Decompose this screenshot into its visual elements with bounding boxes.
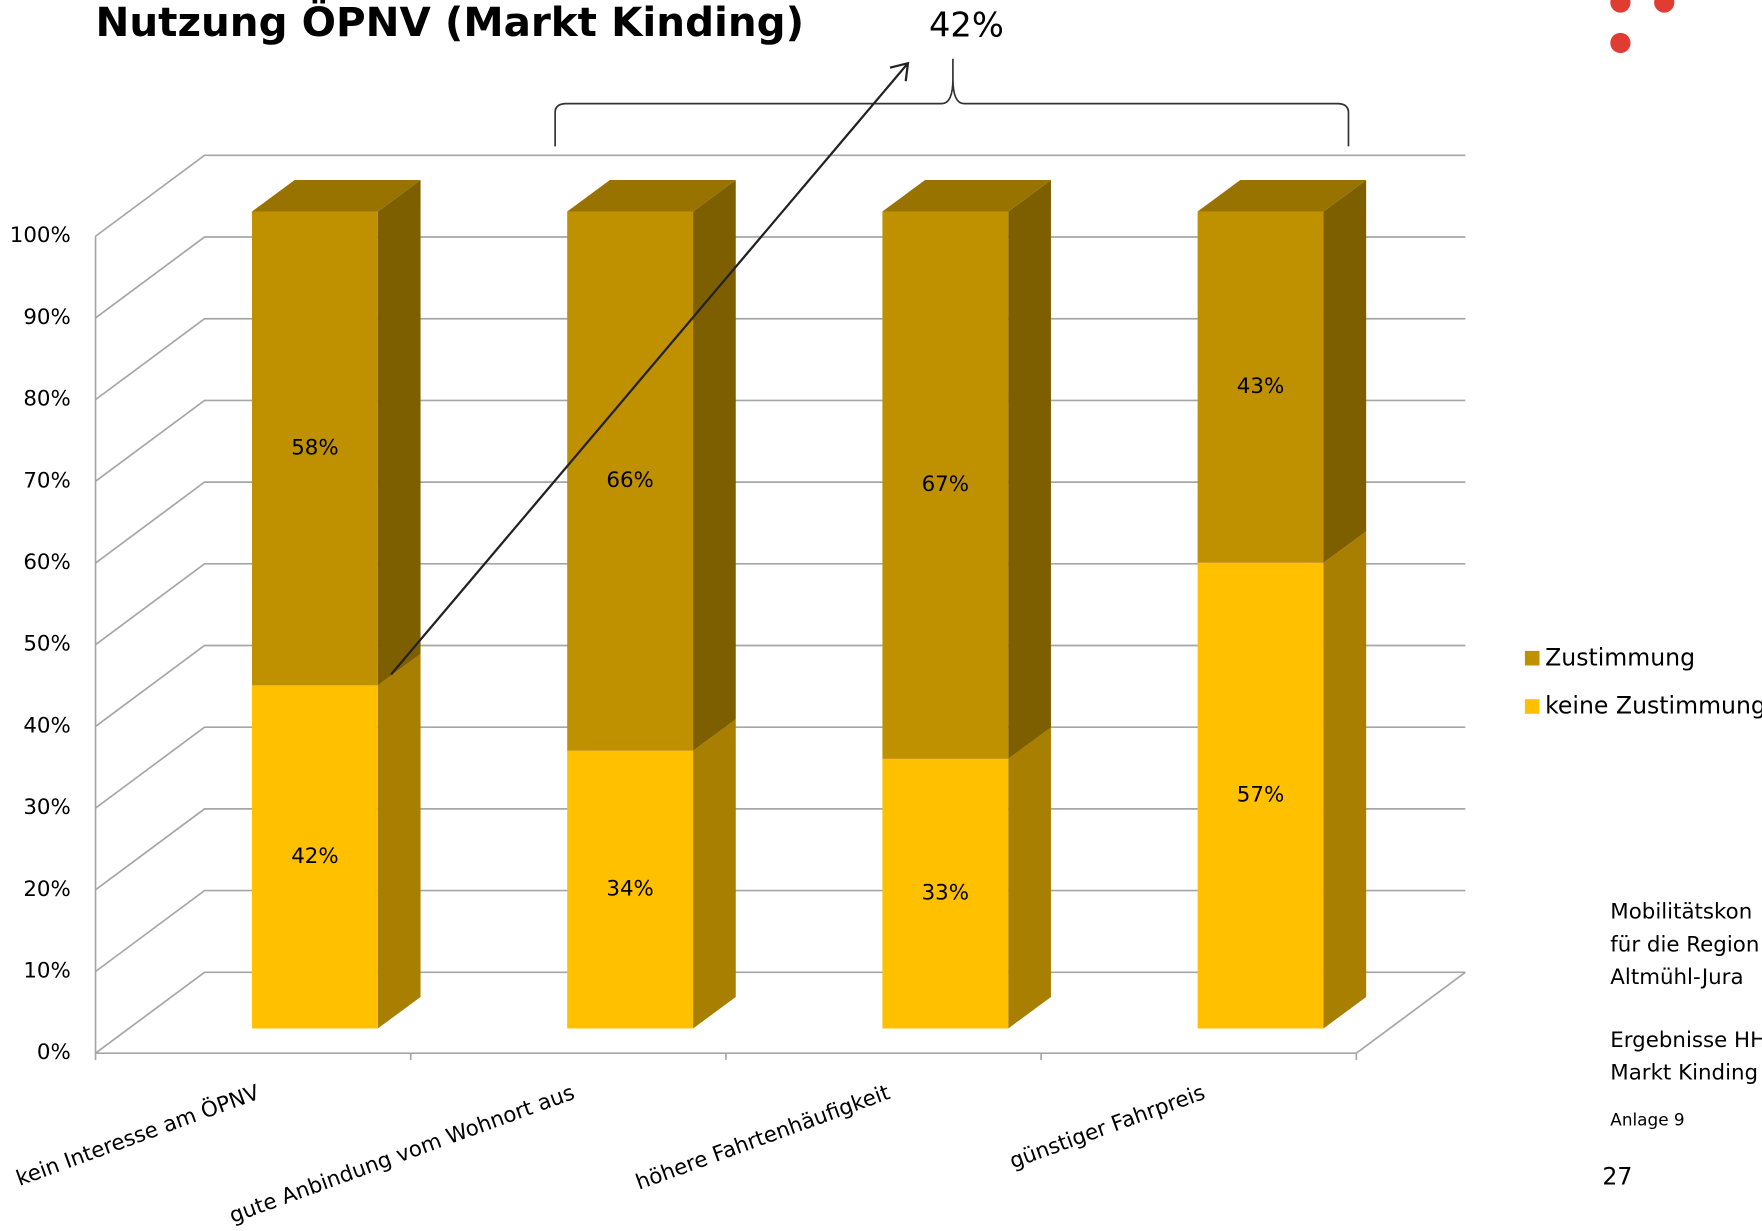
y-tick-label: 20%	[23, 877, 70, 902]
bar	[567, 211, 694, 751]
data-label: 66%	[606, 468, 653, 493]
bar-side	[377, 653, 421, 1029]
data-label: 67%	[922, 472, 969, 497]
bar	[251, 211, 378, 686]
annotation: 42%	[929, 6, 1004, 45]
bar	[567, 750, 694, 1029]
y-tick-label: 10%	[23, 958, 70, 983]
bar	[882, 211, 1009, 759]
page-number: 27	[1602, 1162, 1632, 1190]
grid-line	[95, 154, 1466, 237]
x-tick-label: gute Anbindung vom Wohnort aus	[226, 1080, 578, 1228]
bar-top	[251, 180, 421, 212]
x-tick-label: günstiger Fahrpreis	[1006, 1080, 1208, 1174]
legend-label: Zustimmung	[1545, 643, 1695, 671]
y-tick-label: 40%	[23, 713, 70, 738]
side-text: Ergebnisse HH	[1610, 1028, 1762, 1053]
bar-side	[693, 180, 736, 751]
data-label: 42%	[291, 844, 338, 869]
side-text: Mobilitätskon	[1610, 900, 1752, 925]
y-tick-label: 50%	[23, 632, 70, 657]
bar-side	[693, 719, 736, 1029]
chart-title: Nutzung ÖPNV (Markt Kinding)	[96, 0, 805, 46]
bar-top	[567, 180, 736, 212]
bar-side	[1008, 180, 1051, 759]
y-tick-label: 80%	[23, 387, 70, 412]
bar-side	[1323, 180, 1367, 563]
legend-label: keine Zustimmung	[1545, 692, 1762, 720]
arrow	[390, 61, 910, 676]
data-label: 34%	[606, 877, 653, 902]
logo-dot	[1610, 0, 1631, 13]
bar	[882, 758, 1009, 1029]
legend-swatch	[1524, 699, 1540, 714]
bar	[1197, 562, 1324, 1029]
bar-side	[377, 180, 421, 686]
bars	[251, 180, 1367, 1029]
data-label: 43%	[1237, 374, 1284, 399]
x-tick-label: höhere Fahrtenhäufigkeit	[633, 1080, 894, 1195]
side-text: für die Region	[1610, 932, 1759, 957]
note: Anlage 9	[1610, 1110, 1684, 1130]
bar	[1197, 211, 1324, 563]
data-label: 58%	[291, 435, 338, 460]
bracket	[554, 58, 1350, 147]
bar-top	[1197, 180, 1367, 212]
y-tick-label: 0%	[37, 1040, 71, 1065]
logo-dot	[1654, 0, 1675, 13]
legend-swatch	[1524, 650, 1540, 666]
side-text: Altmühl-Jura	[1610, 965, 1743, 990]
data-label: 57%	[1237, 783, 1284, 808]
bar-side	[1323, 531, 1367, 1029]
y-tick-label: 30%	[23, 795, 70, 820]
x-tick-label: kein Interesse am ÖPNV	[13, 1079, 264, 1191]
side-text: Markt Kinding	[1610, 1060, 1758, 1085]
bar-top	[882, 180, 1051, 212]
data-label: 33%	[922, 881, 969, 906]
bar-side	[1008, 727, 1051, 1029]
y-tick-label: 90%	[23, 305, 70, 330]
logo-dot	[1610, 32, 1631, 54]
y-tick-label: 70%	[23, 468, 70, 493]
y-tick-label: 60%	[23, 550, 70, 575]
y-tick-label: 100%	[10, 223, 71, 248]
bar	[251, 685, 378, 1029]
